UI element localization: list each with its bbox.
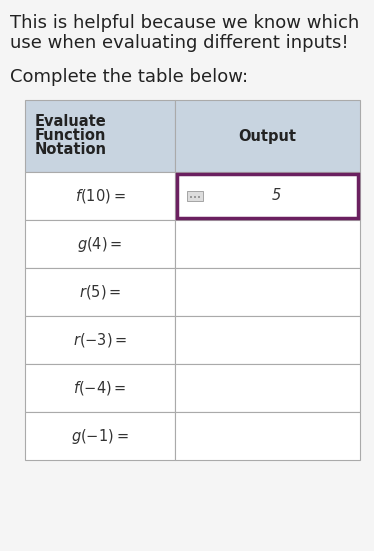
- Bar: [175, 364, 360, 412]
- Bar: [25, 220, 175, 268]
- Text: $f(10) =$: $f(10) =$: [75, 187, 125, 205]
- Bar: [198, 196, 200, 198]
- Text: $r(5) =$: $r(5) =$: [79, 283, 121, 301]
- Bar: [25, 412, 175, 460]
- Text: This is helpful because we know which: This is helpful because we know which: [10, 14, 359, 32]
- Bar: [25, 316, 175, 364]
- Text: $f(-4) =$: $f(-4) =$: [73, 379, 127, 397]
- Text: use when evaluating different inputs!: use when evaluating different inputs!: [10, 34, 349, 52]
- Text: Evaluate: Evaluate: [35, 115, 107, 129]
- Bar: [175, 268, 360, 316]
- Bar: [25, 364, 175, 412]
- Bar: [175, 100, 360, 172]
- Bar: [190, 196, 192, 198]
- Text: Output: Output: [239, 128, 297, 143]
- FancyBboxPatch shape: [187, 191, 203, 201]
- Bar: [175, 412, 360, 460]
- Bar: [175, 316, 360, 364]
- Bar: [177, 174, 358, 218]
- Bar: [25, 268, 175, 316]
- Text: Complete the table below:: Complete the table below:: [10, 68, 248, 86]
- Text: $g(4) =$: $g(4) =$: [77, 235, 123, 253]
- Bar: [25, 100, 175, 172]
- Bar: [175, 172, 360, 220]
- Bar: [175, 220, 360, 268]
- Text: Notation: Notation: [35, 143, 107, 158]
- Text: Function: Function: [35, 128, 106, 143]
- Bar: [194, 196, 196, 198]
- Text: $g(-1) =$: $g(-1) =$: [71, 426, 129, 446]
- Text: 5: 5: [272, 188, 281, 203]
- Bar: [25, 172, 175, 220]
- Text: $r(-3) =$: $r(-3) =$: [73, 331, 127, 349]
